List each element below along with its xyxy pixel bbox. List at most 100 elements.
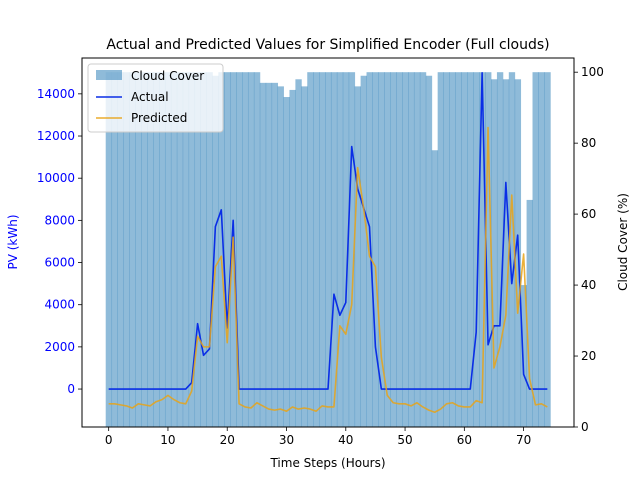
cloud-cover-bar [135, 72, 142, 427]
actual-line [108, 71, 548, 390]
x-tick-label: 60 [457, 433, 472, 447]
cloud-cover-bar [301, 86, 308, 427]
cloud-cover-bar [295, 79, 302, 427]
cloud-cover-bar [271, 82, 279, 427]
y-axis-left: 0 2000 4000 6000 8000 10000 12000 14000 [37, 87, 82, 396]
y-axis-right: 0 20 40 60 80 100 [574, 65, 604, 434]
y-right-tick-label: 100 [581, 65, 604, 79]
cloud-cover-bar [147, 72, 154, 427]
cloud-cover-bar [153, 72, 160, 427]
y-left-tick-label: 2000 [44, 340, 75, 354]
cloud-cover-bar [538, 72, 545, 427]
legend-box [87, 63, 224, 133]
y-left-tick-label: 0 [67, 382, 75, 396]
cloud-cover-bar [366, 72, 373, 427]
cloud-cover-bar [259, 82, 267, 427]
y-left-tick-label: 4000 [44, 298, 75, 312]
cloud-cover-bar [111, 72, 118, 427]
cloud-cover-bar [218, 72, 225, 427]
y-right-tick-label: 80 [581, 136, 596, 150]
cloud-cover-bar [247, 72, 255, 427]
chart-title: Actual and Predicted Values for Simplifi… [106, 37, 549, 53]
cloud-cover-bar [396, 72, 403, 427]
cloud-cover-bar [485, 72, 492, 427]
cloud-cover-bar [384, 72, 391, 427]
x-tick-label: 0 [105, 433, 113, 447]
cloud-cover-bar [419, 72, 427, 427]
cloud-cover-bar [206, 72, 213, 427]
cloud-cover-bar [200, 72, 207, 427]
x-tick-label: 20 [220, 433, 235, 447]
cloud-cover-bar [319, 72, 326, 427]
cloud-cover-bar [402, 72, 409, 427]
x-tick-label: 10 [160, 433, 175, 447]
cloud-cover-bar [378, 72, 385, 427]
cloud-cover-bar [360, 75, 367, 428]
cloud-cover-bar [544, 72, 551, 427]
cloud-cover-bar [372, 72, 379, 427]
cloud-cover-bar [455, 72, 462, 427]
y-left-tick-label: 14000 [37, 87, 75, 101]
y-right-tick-label: 20 [581, 349, 596, 363]
plot-area [105, 71, 551, 428]
cloud-cover-bar [449, 72, 456, 427]
x-axis: 0 10 20 30 40 50 60 70 [105, 427, 531, 447]
cloud-cover-bar [188, 72, 196, 427]
cloud-cover-bar [170, 72, 178, 427]
cloud-cover-bar [283, 97, 290, 427]
cloud-cover-bar [342, 72, 350, 427]
cloud-cover-bar [105, 72, 113, 427]
y-left-tick-label: 12000 [37, 129, 75, 143]
cloud-cover-bar [496, 72, 504, 427]
cloud-cover-bar [265, 82, 273, 427]
cloud-cover-bar [212, 75, 219, 428]
cloud-cover-bar [224, 72, 231, 427]
cloud-cover-bar [307, 72, 314, 427]
legend-swatch-cloud [96, 70, 122, 80]
cloud-cover-bar [159, 72, 166, 427]
x-tick-label: 50 [397, 433, 412, 447]
cloud-cover-bar [467, 72, 474, 427]
legend-label-cloud: Cloud Cover [131, 69, 204, 83]
cloud-cover-bar [336, 72, 344, 427]
legend-label-predicted: Predicted [131, 111, 187, 125]
y-left-tick-label: 6000 [44, 256, 75, 270]
cloud-cover-bar [408, 72, 415, 427]
legend: Cloud Cover Actual Predicted [87, 63, 224, 133]
cloud-cover-bar [277, 86, 284, 427]
y-left-tick-label: 10000 [37, 171, 75, 185]
cloud-cover-bar [354, 86, 361, 427]
cloud-cover-bar [253, 72, 261, 427]
y-right-tick-label: 60 [581, 207, 596, 221]
x-tick-label: 70 [516, 433, 531, 447]
cloud-cover-bar [313, 72, 320, 427]
cloud-cover-bar [413, 72, 421, 427]
cloud-cover-bar [437, 72, 444, 427]
cloud-cover-bar [348, 72, 356, 427]
cloud-cover-bar [508, 72, 516, 427]
cloud-cover-bar [526, 199, 533, 427]
cloud-cover-bar [473, 72, 480, 427]
cloud-cover-bar [532, 72, 539, 427]
cloud-cover-bar [491, 79, 498, 427]
x-axis-label: Time Steps (Hours) [269, 456, 385, 470]
x-tick-label: 40 [338, 433, 353, 447]
cloud-cover-bar [479, 72, 486, 427]
cloud-cover-bar [164, 72, 172, 427]
cloud-cover-bar [123, 72, 130, 427]
y-left-tick-label: 8000 [44, 213, 75, 227]
cloud-cover-bar [129, 72, 136, 427]
cloud-cover-bar [176, 72, 184, 427]
cloud-cover-bar [242, 72, 249, 427]
cloud-cover-bar [182, 72, 190, 427]
y-axis-right-label: Cloud Cover (%) [616, 193, 630, 291]
cloud-cover-bar [330, 72, 338, 427]
y-right-tick-label: 40 [581, 278, 596, 292]
cloud-cover-bar [194, 72, 201, 427]
plot-frame [81, 57, 575, 428]
cloud-cover-bar [289, 89, 296, 428]
cloud-cover-bar [520, 285, 527, 427]
cloud-cover-bar [431, 150, 439, 427]
y-right-tick-label: 0 [581, 420, 589, 434]
